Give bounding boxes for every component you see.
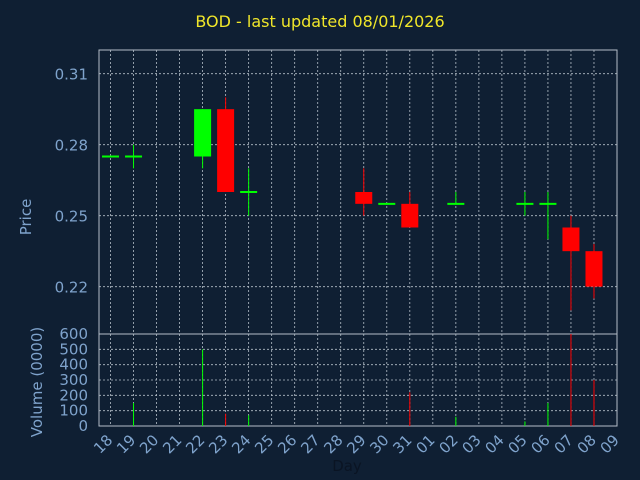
candle-body — [194, 109, 212, 157]
candle-body — [217, 109, 235, 192]
volume-tick-label: 600 — [59, 325, 88, 343]
candle-body — [585, 251, 603, 287]
volume-tick-label: 200 — [59, 386, 88, 404]
price-tick-label: 0.22 — [55, 279, 88, 297]
volume-tick-label: 300 — [59, 371, 88, 389]
candle-body — [401, 203, 419, 228]
chart-title: BOD - last updated 08/01/2026 — [195, 12, 445, 31]
price-axis-label: Price — [17, 199, 35, 236]
volume-tick-label: 400 — [59, 356, 88, 374]
price-tick-label: 0.25 — [55, 208, 88, 226]
volume-tick-label: 0 — [78, 417, 88, 435]
x-tick-label: 09 — [597, 431, 623, 457]
x-axis-label: Day — [332, 457, 362, 475]
volume-axis-label: Volume (0000) — [28, 327, 46, 437]
price-tick-label: 0.28 — [55, 137, 88, 155]
candle-body — [355, 192, 373, 204]
volume-tick-label: 500 — [59, 340, 88, 358]
price-tick-label: 0.31 — [55, 66, 88, 84]
volume-tick-label: 100 — [59, 402, 88, 420]
candle-body — [562, 227, 580, 252]
